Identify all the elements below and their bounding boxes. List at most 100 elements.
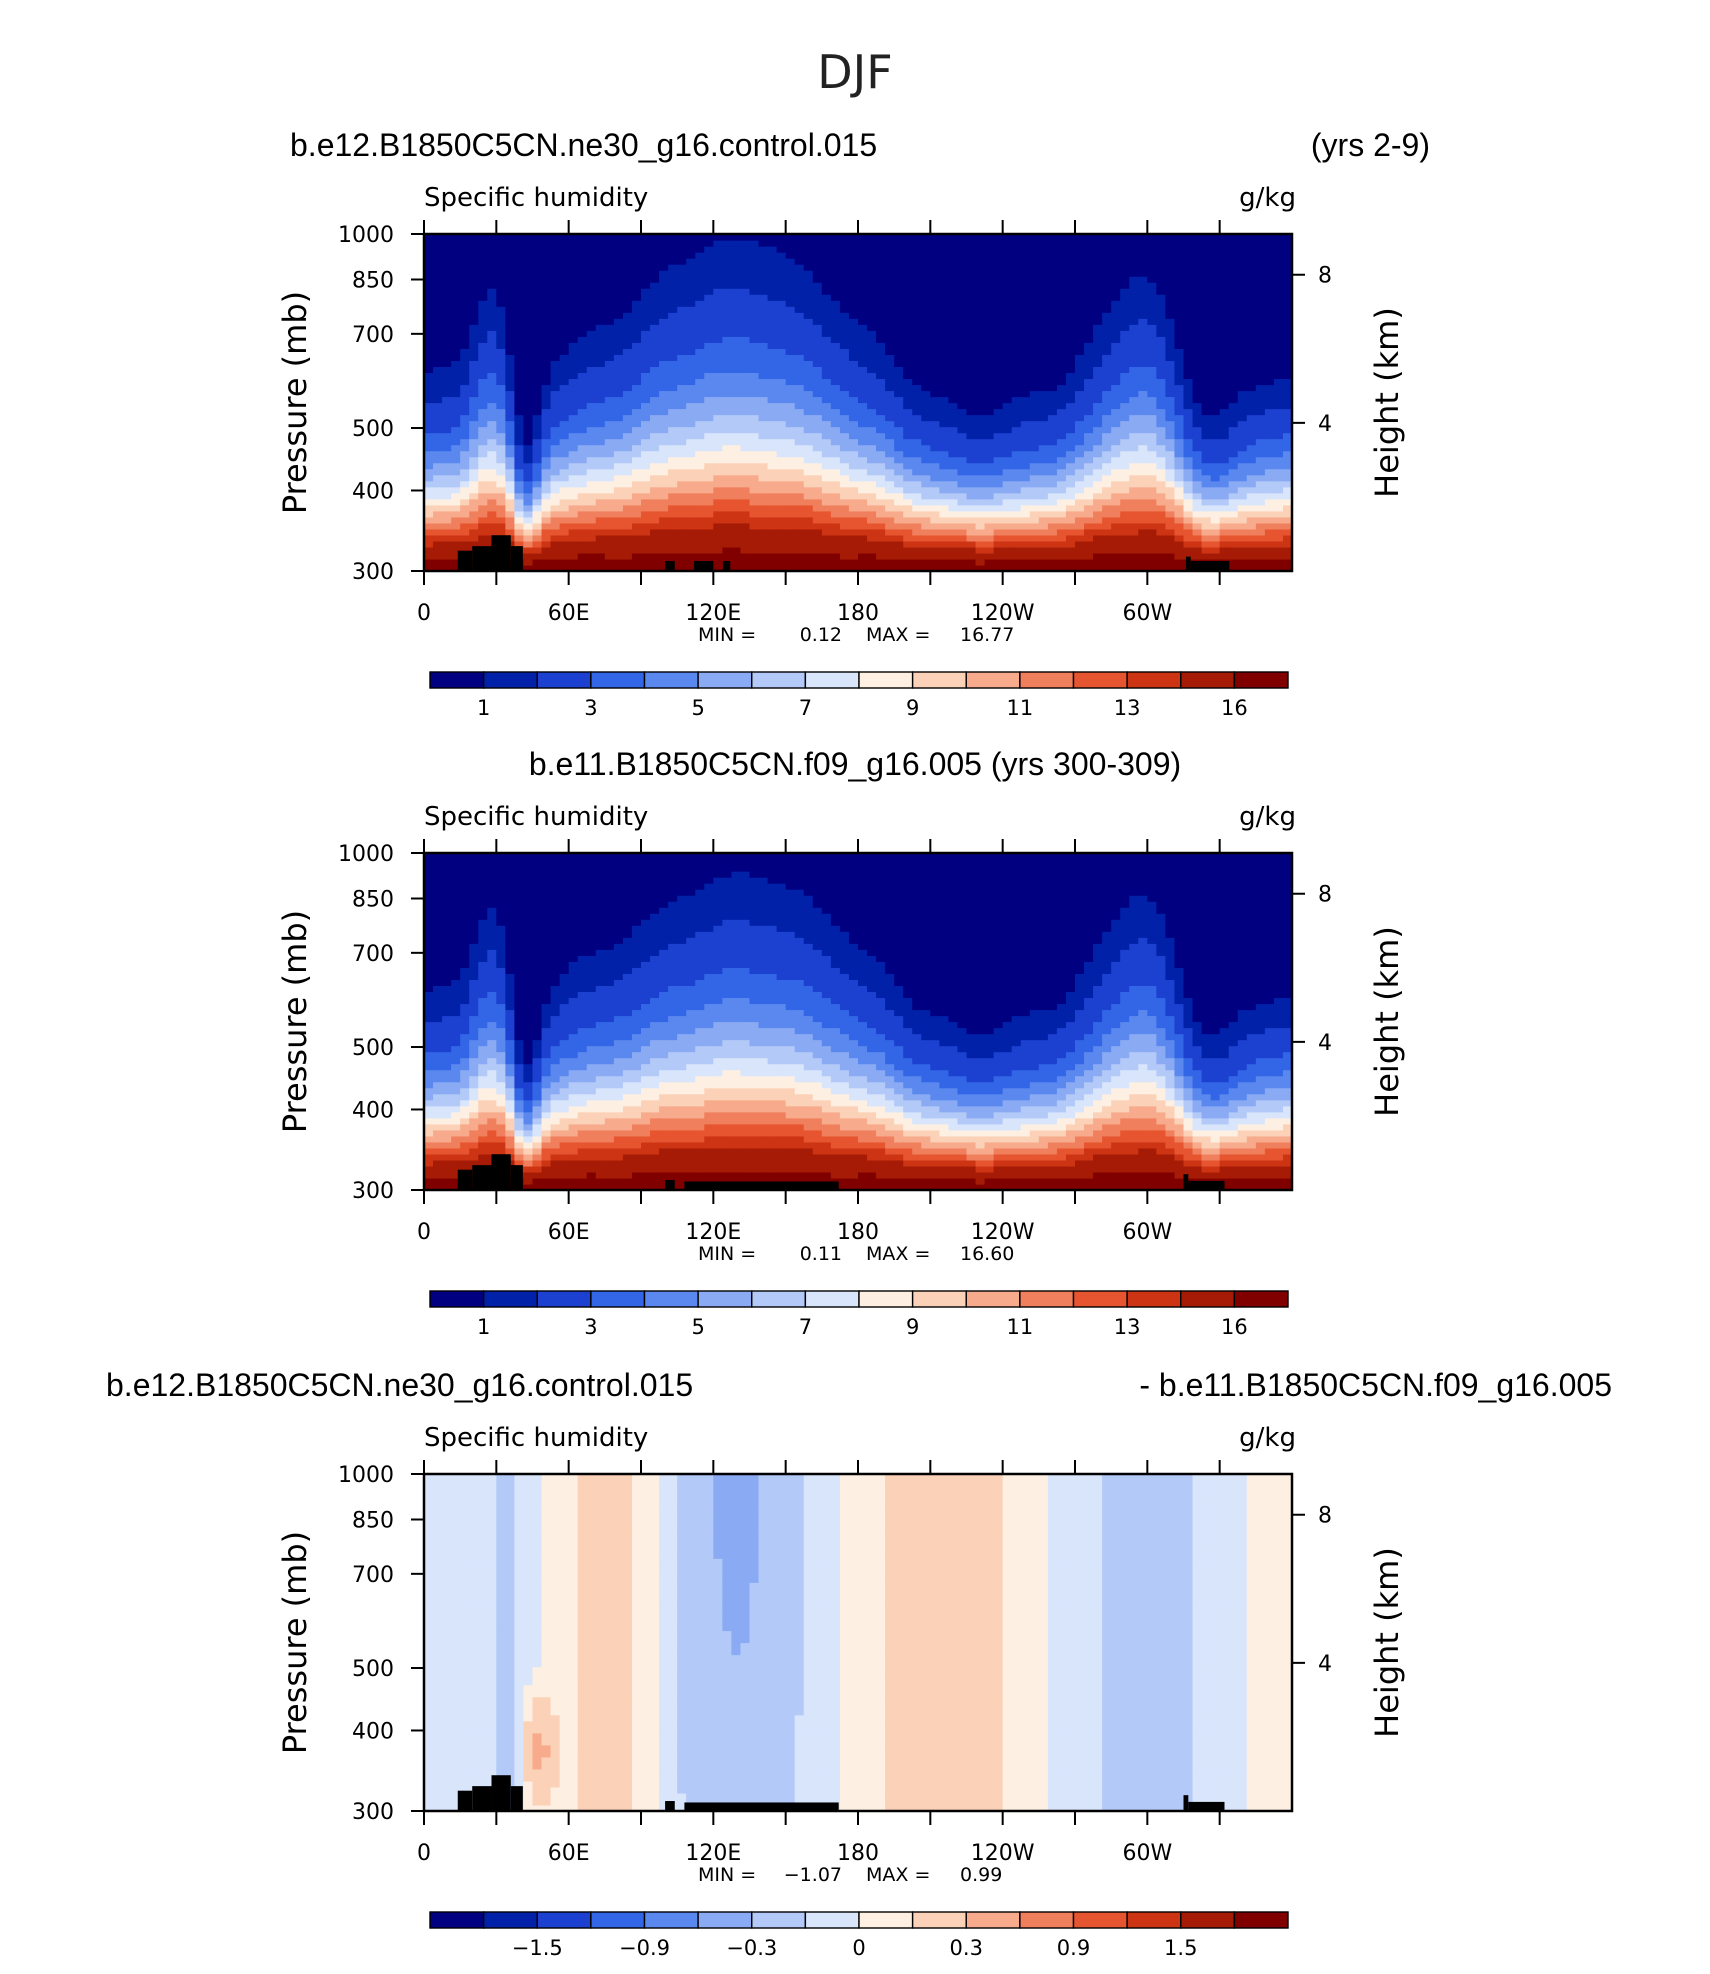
colorbar-label: 3 [584,1315,597,1339]
colorbar-box [1181,1291,1235,1307]
figure: DJF b.e12.B1850C5CN.ne30_g16.control.015… [0,0,1710,1974]
land-mask [684,1181,838,1190]
colorbar-label: 9 [906,696,919,720]
panel-right-title: (yrs 2-9) [1311,127,1430,163]
colorbar-label: 11 [1007,1315,1034,1339]
height-tick-label: 8 [1318,883,1332,908]
land-mask [1186,557,1191,571]
colorbar-label: 9 [906,1315,919,1339]
y-tick-label: 700 [352,942,394,967]
min-value: 0.12 [800,624,842,646]
y-tick-label: 300 [352,1800,394,1825]
land-mask [1191,561,1230,571]
land-mask [511,1165,523,1190]
colorbar-box [430,1291,484,1307]
land-mask [684,1802,838,1811]
colorbar-box [1074,672,1128,688]
colorbar-label: 5 [691,696,704,720]
colorbar-box [913,1291,967,1307]
land-mask [665,1180,675,1190]
colorbar-label: 0.3 [950,1936,983,1960]
colorbar-box [859,672,913,688]
colorbar-box [913,672,967,688]
colorbar-box [1127,672,1181,688]
height-tick-label: 8 [1318,264,1332,289]
colorbar-box [1234,1912,1288,1928]
land-mask [511,546,523,571]
colorbar-label: 7 [799,1315,812,1339]
y-tick-label: 400 [352,1098,394,1123]
y-tick-label: 500 [352,417,394,442]
x-tick-label: 60E [548,1841,590,1866]
x-tick-label: 180 [837,601,879,626]
humidity-field-reference [424,853,1293,1191]
colorbar-box [913,1912,967,1928]
x-tick-label: 120E [685,1841,741,1866]
colorbar-box [1074,1912,1128,1928]
x-tick-label: 60E [548,1220,590,1245]
land-mask [492,1154,511,1190]
max-value: 16.77 [960,624,1014,646]
x-tick-label: 0 [417,1220,431,1245]
panel-right-title: - b.e11.B1850C5CN.f09_g16.005 [1139,1367,1612,1403]
land-mask [492,535,511,571]
min-value: −1.07 [784,1864,842,1886]
min-label: MIN = [698,1864,756,1886]
y-tick-label: 850 [352,887,394,912]
y-tick-label: 400 [352,479,394,504]
colorbar-label: 7 [799,696,812,720]
colorbar-box [430,1912,484,1928]
y-tick-label: 1000 [338,1463,394,1488]
land-mask [723,561,730,571]
colorbar-box [966,672,1020,688]
colorbar-label: 0.9 [1057,1936,1090,1960]
colorbar-box [430,672,484,688]
colorbar-box [591,1291,645,1307]
land-mask [492,1775,511,1811]
height-tick-label: 4 [1318,1652,1332,1677]
colorbar-box [645,672,699,688]
colorbar-box [591,1912,645,1928]
variable-label: Specific humidity [424,1423,648,1453]
height-tick-label: 4 [1318,1031,1332,1056]
colorbar-box [859,1291,913,1307]
colorbar-box [537,1912,591,1928]
max-label: MAX = [866,1243,930,1265]
y-axis-label: Pressure (mb) [276,910,314,1133]
max-label: MAX = [866,1864,930,1886]
colorbar-box [966,1912,1020,1928]
variable-label: Specific humidity [424,183,648,213]
colorbar-box [752,672,806,688]
y-tick-label: 500 [352,1036,394,1061]
colorbar-label: 3 [584,696,597,720]
colorbar-box [591,672,645,688]
colorbar-label: 13 [1114,696,1141,720]
y-axis-label: Pressure (mb) [276,1531,314,1754]
max-value: 0.99 [960,1864,1002,1886]
x-tick-label: 120E [685,601,741,626]
land-mask [1188,1802,1224,1811]
panel-left-title: b.e12.B1850C5CN.ne30_g16.control.015 [290,127,877,163]
y-tick-label: 1000 [338,842,394,867]
colorbar-label: 1 [477,1315,490,1339]
y-tick-label: 400 [352,1719,394,1744]
y-axis-label: Pressure (mb) [276,291,314,514]
colorbar-box [484,672,538,688]
colorbar-box [1127,1912,1181,1928]
x-tick-label: 120W [971,1220,1035,1245]
land-mask [1188,1181,1224,1190]
colorbar-label: 13 [1114,1315,1141,1339]
colorbar-box [966,1291,1020,1307]
colorbar-box [484,1291,538,1307]
colorbar-box [1074,1291,1128,1307]
min-label: MIN = [698,1243,756,1265]
land-mask [665,561,675,571]
y-tick-label: 300 [352,1179,394,1204]
colorbar-label: 1.5 [1164,1936,1197,1960]
land-mask [458,1791,472,1811]
land-mask [1184,1174,1189,1190]
figure-title: DJF [817,45,892,99]
colorbar-box [1020,1291,1074,1307]
height-tick-label: 8 [1318,1504,1332,1529]
units-label: g/kg [1239,183,1296,213]
